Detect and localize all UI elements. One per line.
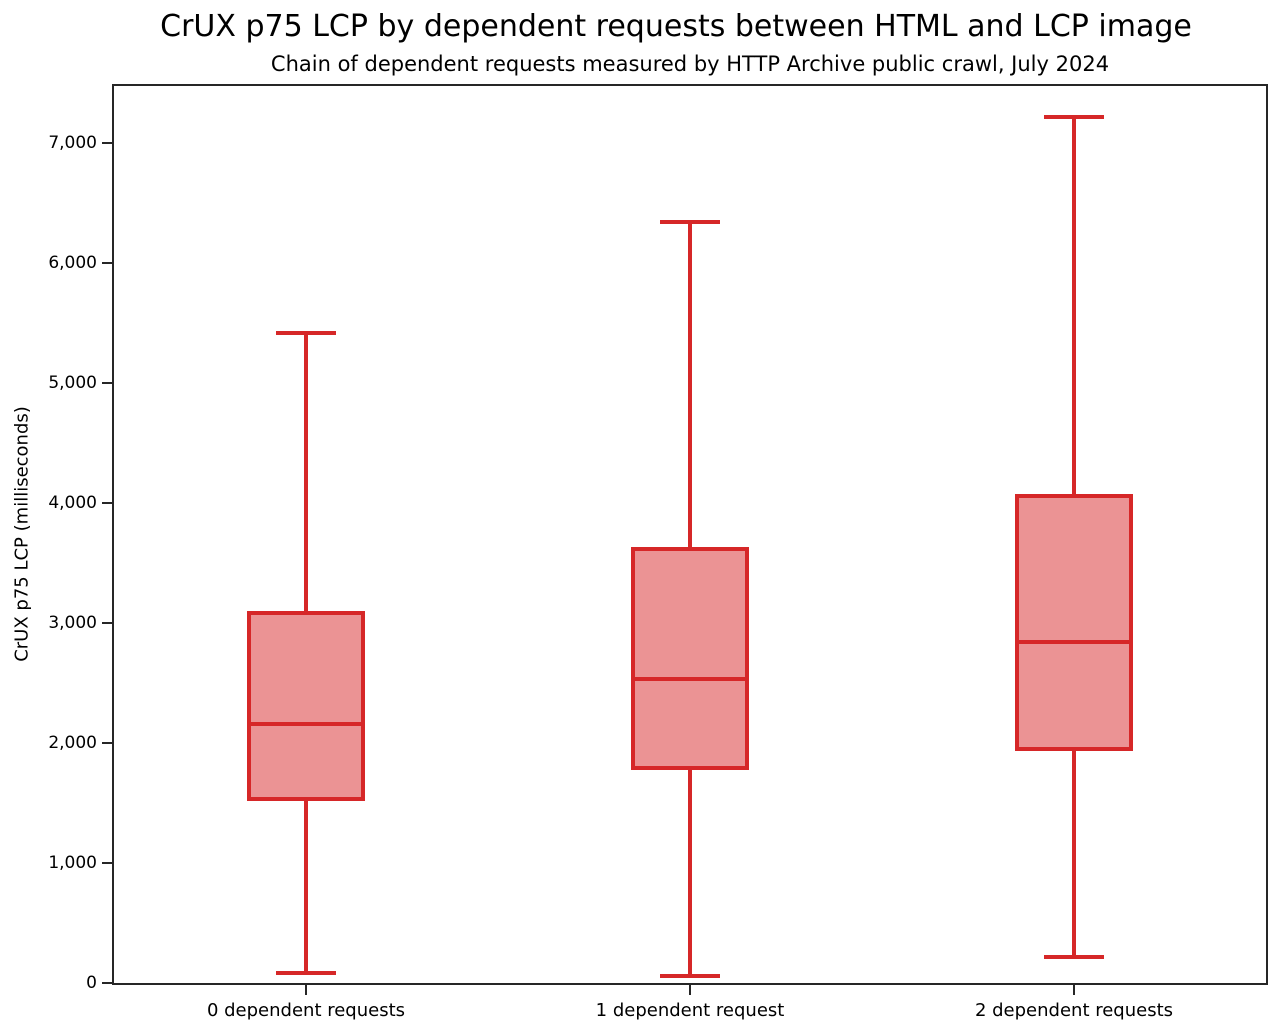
x-tick-mark [305, 985, 307, 995]
box [1015, 493, 1133, 751]
y-tick-label: 2,000 [48, 733, 97, 753]
whisker-cap-low [276, 971, 336, 976]
median-line [1017, 640, 1131, 645]
x-tick-label: 0 dependent requests [206, 1000, 406, 1021]
whisker-cap-low [660, 973, 720, 978]
whisker-lower [304, 799, 308, 974]
y-tick-label: 4,000 [48, 493, 97, 513]
y-tick-mark [102, 742, 112, 744]
y-tick-mark [102, 862, 112, 864]
x-tick-label: 2 dependent requests [974, 1000, 1174, 1021]
whisker-cap-high [276, 330, 336, 335]
y-tick-label: 1,000 [48, 853, 97, 873]
x-tick-label: 1 dependent request [595, 1000, 785, 1021]
whisker-upper [1072, 116, 1076, 496]
median-line [249, 721, 363, 726]
y-tick-mark [102, 382, 112, 384]
y-tick-mark [102, 262, 112, 264]
whisker-cap-high [1044, 114, 1104, 119]
y-tick-mark [102, 622, 112, 624]
y-tick-mark [102, 142, 112, 144]
y-tick-label: 7,000 [48, 133, 97, 153]
y-tick-label: 5,000 [48, 373, 97, 393]
y-tick-label: 3,000 [48, 613, 97, 633]
y-tick-label: 6,000 [48, 253, 97, 273]
whisker-lower [688, 768, 692, 976]
box [247, 611, 365, 802]
chart-subtitle: Chain of dependent requests measured by … [270, 52, 1110, 76]
plot-area: 0 1,000 2,000 3,000 4,000 5,000 6,000 7,000 0 de… [48, 84, 1268, 1021]
y-tick-mark [102, 502, 112, 504]
median-line [633, 677, 747, 682]
y-tick-mark [102, 982, 112, 984]
box [631, 546, 749, 771]
chart-title: CrUX p75 LCP by dependent requests betwe… [160, 9, 1192, 44]
x-tick-mark [1073, 985, 1075, 995]
y-tick-label: 0 [86, 973, 97, 993]
x-tick-mark [689, 985, 691, 995]
whisker-upper [688, 222, 692, 549]
whisker-cap-low [1044, 955, 1104, 960]
whisker-lower [1072, 749, 1076, 958]
whisker-cap-high [660, 220, 720, 225]
whisker-upper [304, 332, 308, 614]
